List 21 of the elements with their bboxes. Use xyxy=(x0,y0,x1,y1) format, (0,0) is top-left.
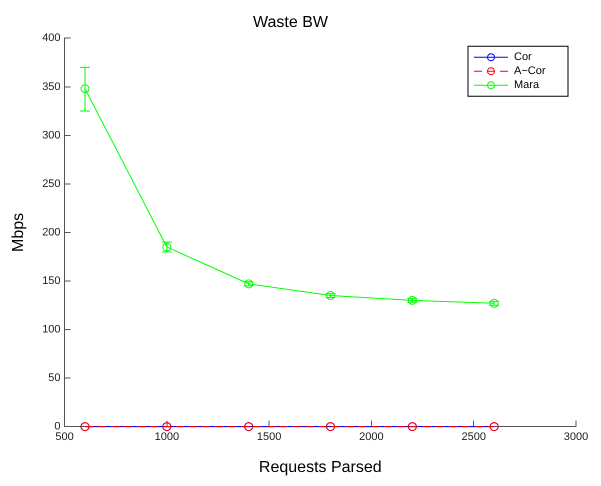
x-tick-label: 1000 xyxy=(154,431,180,444)
legend-label: A−Cor xyxy=(514,65,546,78)
legend-label: Mara xyxy=(514,79,540,92)
x-tick-label: 500 xyxy=(55,431,74,444)
y-tick-label: 200 xyxy=(42,226,61,238)
x-tick-label: 3000 xyxy=(564,431,588,444)
legend-label: Cor xyxy=(514,51,532,64)
y-tick-label: 150 xyxy=(42,274,61,287)
y-tick-label: 250 xyxy=(42,178,61,190)
x-tick-label: 1500 xyxy=(256,431,282,444)
y-tick-label: 300 xyxy=(42,129,61,142)
y-axis-title: Mbps xyxy=(10,212,28,252)
y-tick-label: 400 xyxy=(42,32,61,44)
x-tick-label: 2500 xyxy=(461,431,486,444)
y-tick-label: 0 xyxy=(54,420,61,433)
y-tick-label: 50 xyxy=(48,372,61,384)
chart-title: Waste BW xyxy=(253,14,329,32)
x-tick-label: 2000 xyxy=(359,431,384,444)
x-axis-title: Requests Parsed xyxy=(258,458,382,476)
y-tick-label: 100 xyxy=(42,324,61,336)
y-tick-label: 350 xyxy=(42,80,61,93)
